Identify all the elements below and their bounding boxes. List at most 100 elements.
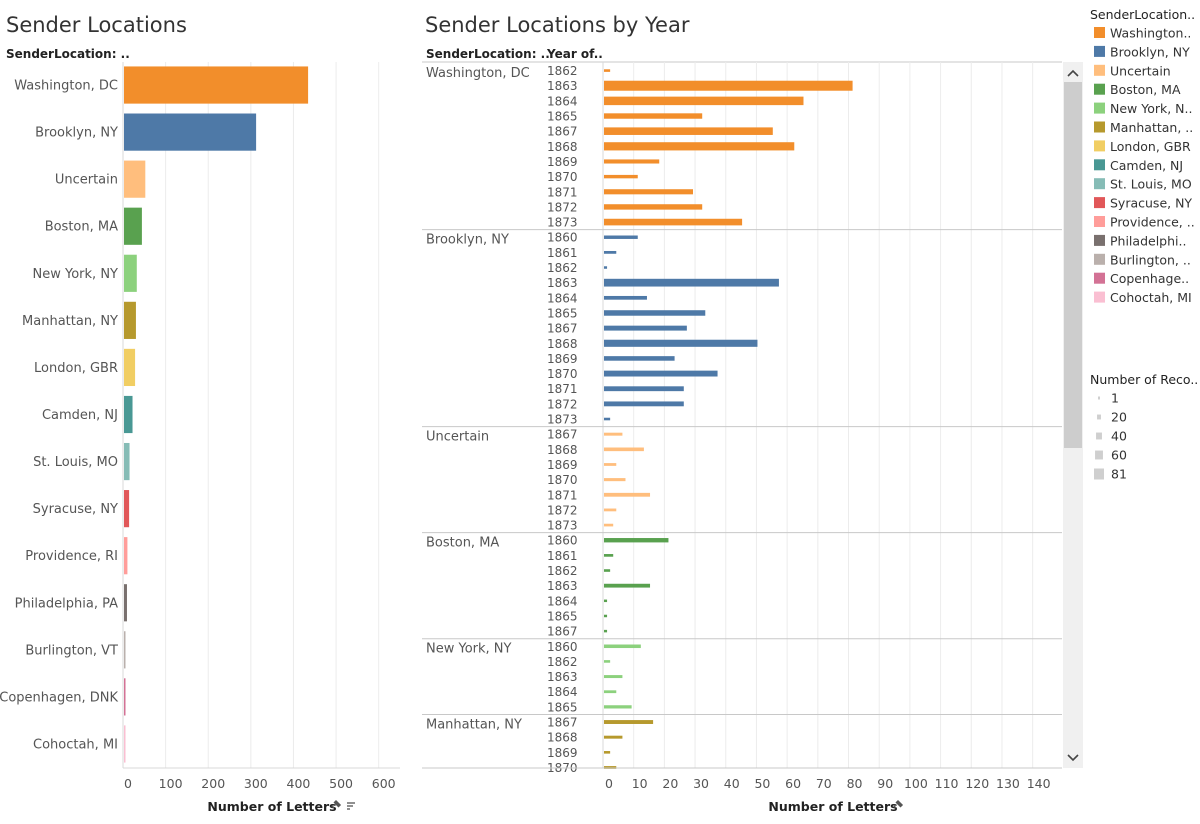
right-bar[interactable] <box>604 250 617 254</box>
legend-item-label[interactable]: New York, N.. <box>1110 101 1192 116</box>
color-legend[interactable]: Washington.. Brooklyn, NY Uncertain Boston,… <box>1094 26 1195 306</box>
legend-swatch[interactable] <box>1094 102 1105 114</box>
left-bar[interactable] <box>124 348 136 387</box>
left-chart-x-axis-title[interactable]: Number of Letters <box>207 799 336 814</box>
left-bar[interactable] <box>124 584 127 622</box>
right-bar[interactable] <box>604 339 758 347</box>
right-bar[interactable] <box>604 310 706 316</box>
right-bar[interactable] <box>604 675 623 679</box>
right-bar[interactable] <box>604 69 611 72</box>
legend-swatch[interactable] <box>1094 140 1105 152</box>
right-bar[interactable] <box>604 417 611 421</box>
right-bar[interactable] <box>604 705 632 709</box>
legend-swatch[interactable] <box>1094 197 1105 209</box>
pin-icon[interactable] <box>893 799 904 809</box>
right-bar[interactable] <box>604 113 703 119</box>
right-bar[interactable] <box>604 266 608 269</box>
right-bar[interactable] <box>604 735 623 739</box>
legend-swatch[interactable] <box>1094 64 1105 76</box>
right-bar[interactable] <box>604 554 614 557</box>
left-bar[interactable] <box>124 442 130 481</box>
vertical-scrollbar[interactable] <box>1063 62 1083 768</box>
legend-item-label[interactable]: Burlington, .. <box>1110 252 1191 267</box>
right-bar[interactable] <box>604 235 638 239</box>
right-bar[interactable] <box>604 325 687 331</box>
right-bar[interactable] <box>604 447 644 452</box>
right-bar[interactable] <box>604 583 651 588</box>
right-bar[interactable] <box>604 159 660 164</box>
legend-swatch[interactable] <box>1094 178 1105 190</box>
legend-item-label[interactable]: Copenhage.. <box>1110 271 1189 286</box>
legend-item-label[interactable]: St. Louis, MO <box>1110 177 1192 192</box>
right-bar[interactable] <box>604 629 608 633</box>
legend-item-label[interactable]: Manhattan, .. <box>1110 120 1193 135</box>
legend-item-label[interactable]: Camden, NJ <box>1110 158 1183 173</box>
right-bar[interactable] <box>604 766 617 769</box>
left-bar[interactable] <box>124 113 257 151</box>
left-bar[interactable] <box>124 631 126 669</box>
legend-swatch[interactable] <box>1094 234 1105 246</box>
right-bar[interactable] <box>604 386 684 392</box>
right-bar[interactable] <box>604 599 608 603</box>
right-bar[interactable] <box>604 508 617 512</box>
right-bar[interactable] <box>604 96 804 106</box>
size-legend-title[interactable]: Number of Reco.. <box>1090 372 1198 387</box>
left-bar[interactable] <box>124 490 130 528</box>
right-bar[interactable] <box>604 370 718 377</box>
legend-item-label[interactable]: Brooklyn, NY <box>1110 44 1190 59</box>
left-bar[interactable] <box>124 678 126 716</box>
right-bar[interactable] <box>604 569 611 572</box>
right-bar[interactable] <box>604 189 693 195</box>
right-bar[interactable] <box>604 492 651 497</box>
legend-swatch[interactable] <box>1094 253 1105 265</box>
legend-item-label[interactable]: Cohoctah, MI <box>1110 290 1192 305</box>
pin-icon[interactable] <box>331 799 342 809</box>
scrollbar-thumb[interactable] <box>1064 82 1082 448</box>
legend-item-label[interactable]: Uncertain <box>1110 63 1171 78</box>
right-bar[interactable] <box>604 478 626 482</box>
right-bar[interactable] <box>604 463 617 466</box>
right-bar[interactable] <box>604 720 654 724</box>
color-legend-title[interactable]: SenderLocation.. <box>1090 7 1195 22</box>
right-chart-x-axis-title[interactable]: Number of Letters <box>768 799 897 814</box>
right-bar[interactable] <box>604 538 669 543</box>
chevron-down-icon[interactable] <box>1067 754 1079 762</box>
right-bar[interactable] <box>604 218 743 226</box>
right-bar[interactable] <box>604 356 675 361</box>
left-chart-bars[interactable] <box>124 66 309 763</box>
right-bar[interactable] <box>604 204 703 210</box>
sort-descending-icon[interactable] <box>347 802 355 810</box>
left-bar[interactable] <box>124 725 126 763</box>
right-bar[interactable] <box>604 295 647 300</box>
right-bar[interactable] <box>604 523 614 527</box>
legend-swatch[interactable] <box>1094 45 1105 57</box>
right-chart-location-header[interactable]: SenderLocation: .. <box>426 47 550 61</box>
right-bar[interactable] <box>604 142 795 151</box>
right-bar[interactable] <box>604 127 773 135</box>
right-bar[interactable] <box>604 174 638 179</box>
legend-swatch[interactable] <box>1094 83 1105 95</box>
right-bar[interactable] <box>604 660 611 663</box>
left-bar[interactable] <box>124 537 128 575</box>
right-bar[interactable] <box>604 278 779 287</box>
left-bar[interactable] <box>124 207 142 245</box>
legend-swatch[interactable] <box>1094 27 1105 38</box>
legend-swatch[interactable] <box>1094 159 1105 171</box>
legend-item-label[interactable]: Providence, .. <box>1110 215 1195 230</box>
left-bar[interactable] <box>124 160 146 198</box>
right-bar[interactable] <box>604 751 611 754</box>
legend-swatch[interactable] <box>1094 121 1105 133</box>
legend-swatch[interactable] <box>1094 216 1105 227</box>
legend-item-label[interactable]: Washington.. <box>1110 26 1191 41</box>
left-chart-location-header[interactable]: SenderLocation: .. <box>6 47 130 61</box>
right-bar[interactable] <box>604 690 617 694</box>
legend-swatch[interactable] <box>1094 272 1105 284</box>
legend-swatch[interactable] <box>1094 291 1105 303</box>
left-bar[interactable] <box>124 254 137 292</box>
legend-item-label[interactable]: Philadelphi.. <box>1110 233 1186 248</box>
right-bar[interactable] <box>604 644 641 649</box>
legend-item-label[interactable]: London, GBR <box>1110 139 1191 154</box>
legend-item-label[interactable]: Boston, MA <box>1110 82 1181 97</box>
left-bar[interactable] <box>124 301 136 339</box>
right-bar[interactable] <box>604 614 608 618</box>
